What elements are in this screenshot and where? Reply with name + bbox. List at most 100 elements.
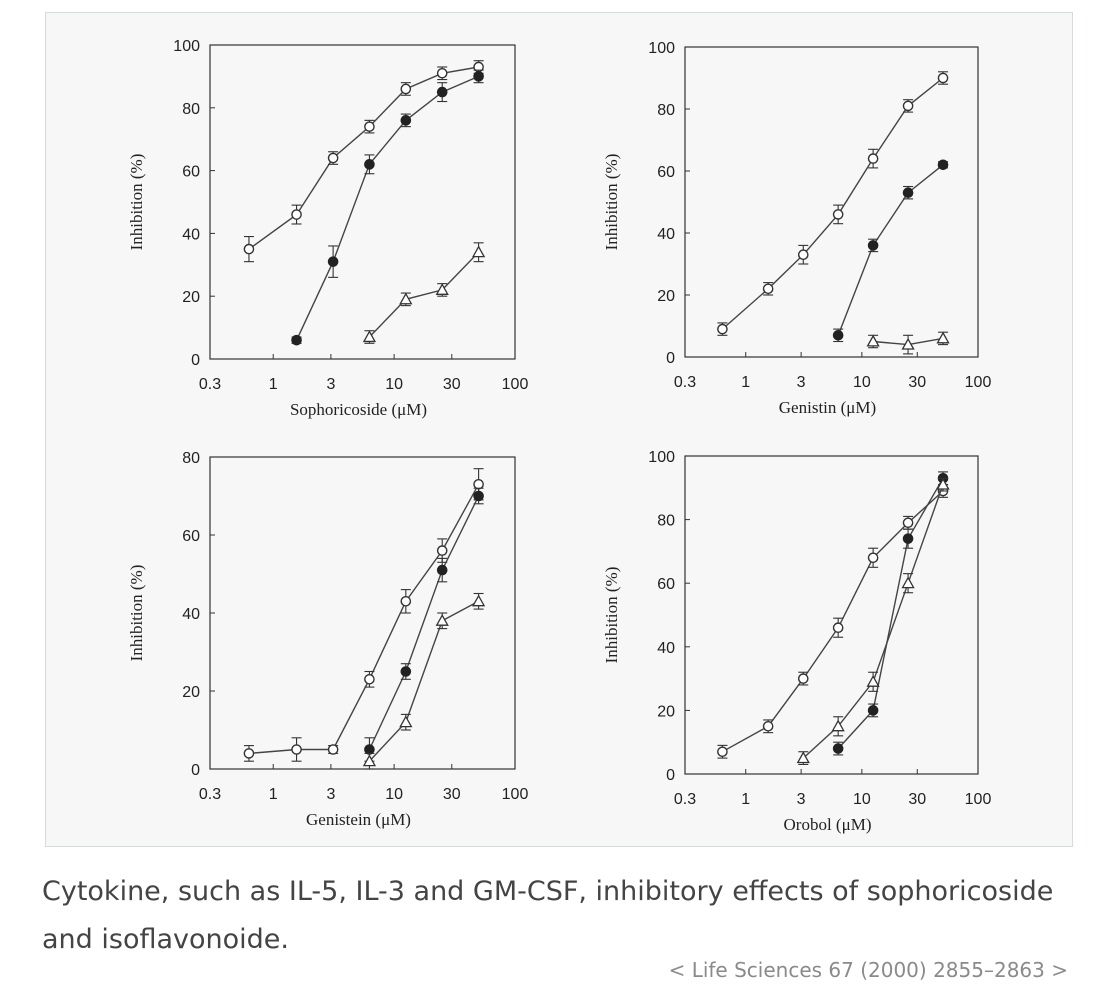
x-tick-label: 30 [443, 786, 461, 803]
x-tick-label: 1 [741, 791, 750, 808]
x-tick-label: 30 [443, 376, 461, 393]
y-tick-label: 60 [182, 528, 200, 545]
series-line [368, 495, 480, 750]
series-line [721, 77, 944, 330]
y-axis-label: Inhibition (%) [127, 565, 146, 662]
point-open-circle [832, 622, 844, 634]
x-axis-label: Orobol (μM) [784, 815, 872, 834]
figure-caption: Cytokine, such as IL-5, IL-3 and GM-CSF,… [42, 876, 1054, 955]
y-tick-label: 40 [182, 606, 200, 623]
point-open-circle [291, 744, 302, 755]
point-open-circle [327, 152, 339, 164]
x-axis-label: Sophoricoside (μM) [290, 400, 427, 419]
x-tick-label: 1 [269, 376, 278, 393]
point-open-triangle [901, 337, 915, 350]
point-filled-circle [400, 115, 412, 126]
point-open-triangle [901, 576, 915, 589]
y-tick-label: 20 [182, 289, 200, 306]
x-tick-label: 100 [965, 374, 992, 391]
point-open-circle [291, 209, 302, 220]
series-open-circle [717, 484, 949, 759]
panel-genistin: 0.3 1 3 10 30 100 0 20 40 60 80 100 Genistin (μM) Inh… [602, 40, 991, 417]
point-filled-circle [327, 256, 339, 267]
x-axis-label: Genistein (μM) [306, 810, 411, 829]
series-open-triangle [362, 242, 486, 344]
y-tick-label: 100 [648, 40, 675, 57]
point-open-triangle [936, 331, 950, 344]
y-tick-label: 80 [182, 450, 200, 467]
series-open-triangle [866, 331, 950, 355]
y-tick-label: 60 [657, 164, 675, 181]
y-tick-label: 100 [173, 38, 200, 55]
point-open-circle [902, 517, 914, 529]
point-open-circle [400, 83, 412, 95]
y-tick-label: 20 [182, 684, 200, 701]
series-line [295, 75, 479, 341]
x-tick-label: 1 [741, 374, 750, 391]
point-filled-circle [364, 159, 375, 170]
point-open-circle [797, 673, 809, 684]
point-open-triangle [936, 477, 950, 490]
series-filled-circle [832, 159, 949, 343]
point-open-triangle [796, 751, 810, 764]
panel-sophoricoside: 0.3 1 3 10 30 100 0 20 40 60 80 100 Sophoricoside (μ… [127, 38, 528, 419]
x-tick-label: 30 [908, 791, 926, 808]
point-open-triangle [472, 594, 486, 607]
point-filled-circle [400, 666, 412, 677]
y-tick-label: 40 [657, 640, 675, 657]
y-tick-label: 20 [657, 288, 675, 305]
point-open-circle [436, 545, 448, 556]
y-tick-label: 0 [666, 350, 675, 367]
point-open-circle [867, 153, 879, 164]
point-filled-circle [867, 240, 879, 251]
point-filled-circle [291, 334, 302, 346]
point-open-triangle [399, 292, 413, 305]
point-open-circle [473, 478, 484, 490]
x-tick-label: 100 [965, 791, 992, 808]
y-axis-label: Inhibition (%) [602, 154, 621, 251]
point-filled-circle [436, 86, 448, 98]
x-tick-label: 0.3 [199, 786, 221, 803]
y-axis-label: Inhibition (%) [127, 154, 146, 251]
series-line [837, 477, 944, 750]
y-tick-label: 80 [657, 513, 675, 530]
figure-frame [45, 12, 1073, 847]
point-open-circle [243, 243, 255, 255]
x-tick-label: 3 [797, 791, 806, 808]
series-line [722, 490, 944, 753]
point-open-triangle [435, 613, 449, 626]
x-tick-label: 10 [853, 791, 871, 808]
y-tick-label: 40 [182, 226, 200, 243]
x-tick-label: 3 [326, 786, 335, 803]
y-tick-label: 80 [657, 102, 675, 119]
citation-link[interactable]: < Life Sciences 67 (2000) 2855–2863 > [669, 958, 1068, 982]
plot-frame [684, 455, 979, 775]
x-tick-label: 10 [385, 786, 403, 803]
point-open-triangle [435, 283, 449, 295]
point-filled-circle [436, 564, 448, 576]
point-open-circle [364, 674, 375, 685]
series-open-triangle [796, 477, 950, 766]
citation-prefix: < [668, 958, 692, 982]
y-tick-label: 60 [657, 576, 675, 593]
series-open-triangle [362, 592, 486, 770]
point-open-circle [400, 596, 412, 607]
x-tick-label: 0.3 [199, 376, 221, 393]
point-open-circle [867, 552, 879, 564]
series-line [837, 164, 944, 336]
point-open-circle [797, 249, 809, 260]
y-tick-label: 40 [657, 226, 675, 243]
y-tick-label: 60 [182, 164, 200, 181]
series-open-circle [243, 60, 484, 263]
point-open-circle [243, 748, 255, 759]
citation-text: Life Sciences 67 (2000) 2855–2863 [691, 958, 1045, 982]
panel-genistein: 0.3 1 3 10 30 100 0 20 40 60 80 Genistein (μM) Inhib… [127, 450, 528, 829]
series-line [368, 251, 480, 338]
x-tick-label: 0.3 [674, 791, 696, 808]
point-filled-circle [832, 330, 844, 341]
point-filled-circle [473, 71, 484, 82]
x-tick-label: 10 [385, 376, 403, 393]
y-tick-label: 0 [191, 762, 200, 779]
x-tick-label: 1 [269, 786, 278, 803]
y-tick-label: 20 [657, 703, 675, 720]
